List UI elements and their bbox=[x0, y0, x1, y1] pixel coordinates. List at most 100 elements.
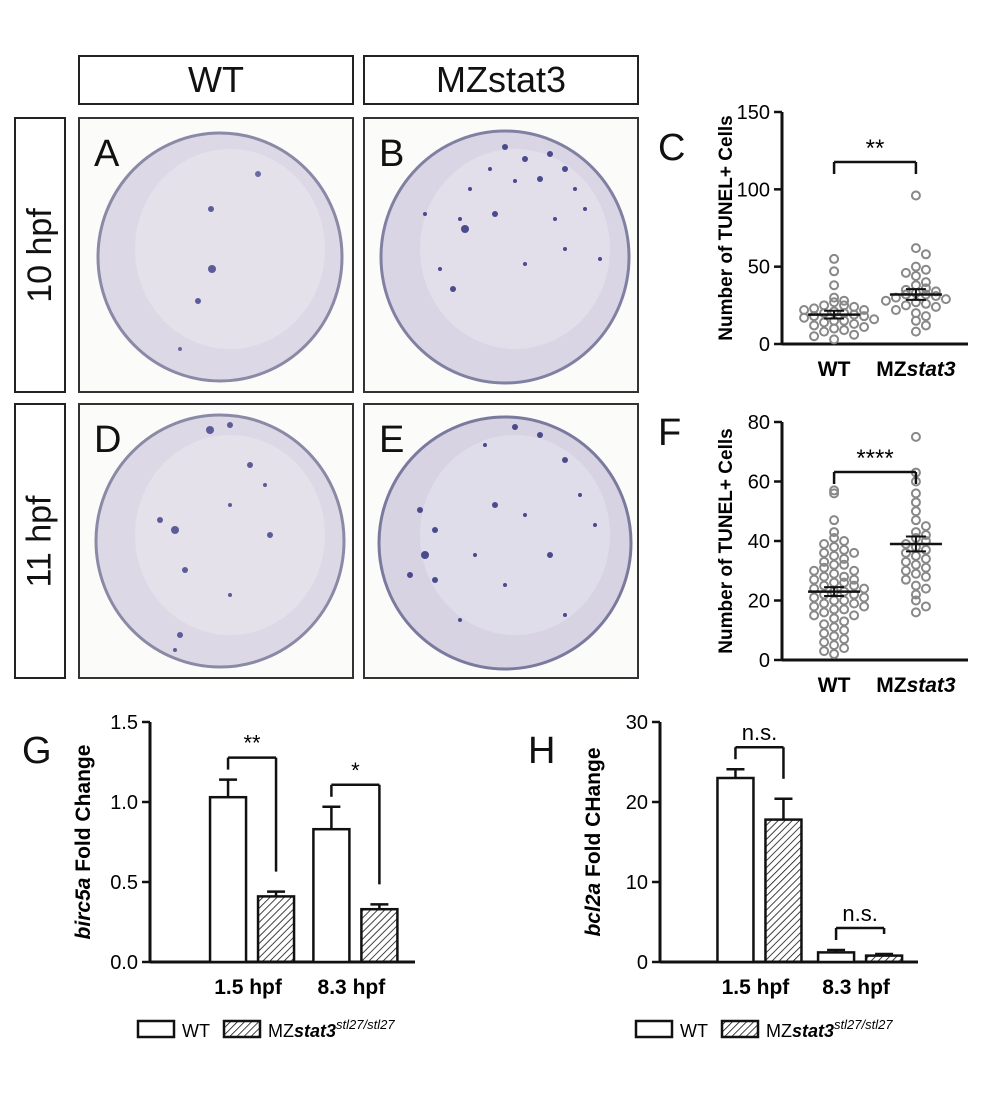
column-header-wt: WT bbox=[78, 55, 354, 105]
data-point bbox=[829, 649, 840, 660]
chart-f-scatter: 0 20 40 60 80 Number of TUNEL+ Cells WT MZstat3… bbox=[716, 412, 968, 697]
y-tick-label: 80 bbox=[748, 412, 770, 434]
data-point bbox=[849, 610, 860, 621]
y-tick-label: 150 bbox=[737, 102, 770, 124]
y-tick-label: 0.5 bbox=[110, 872, 138, 894]
data-point bbox=[829, 266, 840, 277]
panel-letter-a: A bbox=[94, 133, 120, 175]
legend-swatch-mzstat3 bbox=[720, 1019, 760, 1039]
data-point bbox=[910, 497, 921, 508]
data-point bbox=[849, 574, 860, 585]
data-point bbox=[900, 267, 911, 278]
data-point bbox=[920, 553, 931, 564]
panel-letter-d: D bbox=[94, 419, 122, 461]
data-point bbox=[859, 311, 870, 322]
y-axis-title: birc5a Fold Change bbox=[72, 745, 95, 940]
y-tick-label: 30 bbox=[626, 712, 648, 734]
data-point bbox=[859, 601, 870, 612]
significance-label: n.s. bbox=[842, 901, 877, 926]
data-point bbox=[829, 292, 840, 303]
legend-swatch-mzstat3 bbox=[222, 1019, 262, 1039]
data-point bbox=[829, 541, 840, 552]
data-point bbox=[819, 308, 830, 319]
data-point bbox=[829, 631, 840, 642]
data-point bbox=[829, 297, 840, 308]
data-point bbox=[920, 298, 931, 309]
y-tick-label: 20 bbox=[626, 792, 648, 814]
row-header-11hpf: 11 hpf bbox=[14, 403, 66, 679]
data-point bbox=[829, 640, 840, 651]
data-point bbox=[839, 325, 850, 336]
data-point bbox=[859, 583, 870, 594]
significance-label: ** bbox=[243, 731, 261, 756]
data-point bbox=[930, 291, 941, 302]
column-header-wt-label: WT bbox=[188, 59, 244, 100]
data-point bbox=[920, 249, 931, 260]
data-point bbox=[910, 595, 921, 606]
data-point bbox=[910, 568, 921, 579]
x-tick-label: 8.3 hpf bbox=[318, 976, 387, 999]
column-header-mzstat3: MZstat3 bbox=[363, 55, 639, 105]
y-tick-label: 0 bbox=[759, 334, 770, 356]
y-axis-title: Number of TUNEL+ Cells bbox=[716, 428, 737, 653]
y-tick-label: 1.0 bbox=[110, 792, 138, 814]
significance-label: n.s. bbox=[742, 720, 777, 745]
data-point bbox=[920, 264, 931, 275]
data-point bbox=[819, 547, 830, 558]
significance-label: ** bbox=[866, 135, 885, 162]
data-point bbox=[920, 320, 931, 331]
legend-label-mzstat3: MZstat3stl27/stl27 bbox=[268, 1017, 395, 1041]
bar-wt bbox=[312, 827, 351, 964]
panel-letter-e: E bbox=[379, 419, 405, 461]
data-point bbox=[849, 547, 860, 558]
bar-mzstat3 bbox=[256, 895, 296, 964]
data-point bbox=[829, 280, 840, 291]
column-header-mzstat3-label: MZstat3 bbox=[435, 59, 567, 100]
data-point bbox=[910, 431, 921, 442]
y-tick-label: 10 bbox=[626, 872, 648, 894]
data-point bbox=[839, 544, 850, 555]
data-point bbox=[890, 304, 901, 315]
chart-h-bar: 0 10 20 30 bcl2a Fold CHange 1.5 hpf n.s. 8.3 h… bbox=[582, 712, 918, 999]
data-point bbox=[829, 515, 840, 526]
data-point bbox=[829, 559, 840, 570]
data-point bbox=[920, 277, 931, 288]
data-point bbox=[859, 304, 870, 315]
chart-g-bar: 0.0 0.5 1.0 1.5 birc5a Fold Change 1.5 hpf ** 8… bbox=[72, 712, 415, 999]
legend-swatch-wt bbox=[136, 1019, 176, 1039]
data-point bbox=[859, 592, 870, 603]
data-point bbox=[910, 270, 921, 281]
embryo-image-b bbox=[379, 129, 631, 385]
data-point bbox=[819, 317, 830, 328]
data-point bbox=[829, 595, 840, 606]
data-point bbox=[819, 598, 830, 609]
micrograph-panel-e: E bbox=[363, 403, 639, 679]
data-point bbox=[799, 312, 810, 323]
data-point bbox=[809, 320, 820, 331]
micrograph-panel-a: A bbox=[78, 117, 354, 393]
y-tick-label: 60 bbox=[748, 472, 770, 494]
data-point bbox=[839, 536, 850, 546]
data-point bbox=[839, 604, 850, 615]
data-point bbox=[910, 190, 921, 201]
y-tick-label: 50 bbox=[748, 257, 770, 279]
data-point bbox=[829, 488, 840, 499]
data-point bbox=[819, 619, 830, 630]
data-point bbox=[920, 544, 931, 555]
panel-letter-b: B bbox=[379, 133, 405, 175]
x-tick-label: MZstat3 bbox=[876, 674, 956, 697]
embryo-image-a bbox=[96, 131, 344, 383]
data-point bbox=[839, 295, 850, 306]
data-point bbox=[849, 598, 860, 609]
micrograph-panel-d: D bbox=[78, 403, 354, 679]
row-header-10hpf: 10 hpf bbox=[14, 117, 66, 393]
data-point bbox=[839, 643, 850, 654]
data-point bbox=[809, 331, 820, 342]
bar-wt bbox=[716, 776, 755, 964]
data-point bbox=[829, 622, 840, 633]
panel-letter-f: F bbox=[658, 412, 682, 454]
x-tick-label: WT bbox=[818, 358, 851, 381]
data-point bbox=[809, 610, 820, 621]
data-point bbox=[880, 295, 891, 306]
y-tick-label: 20 bbox=[748, 591, 770, 613]
